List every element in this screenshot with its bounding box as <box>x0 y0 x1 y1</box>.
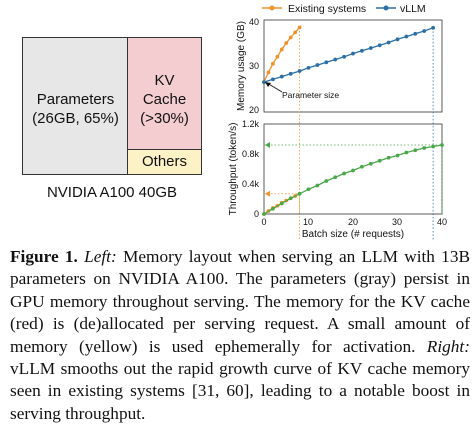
xtick-20: 20 <box>348 217 358 227</box>
throughput-series-1-point <box>413 148 418 153</box>
kv-detail: (>30%) <box>140 110 189 127</box>
kv-cache-block: KV Cache (>30%) <box>128 38 201 150</box>
memory-series-1-point <box>288 71 293 76</box>
memory-ylabel: Memory usage (GB) <box>236 21 247 111</box>
right-charts: Existing systems vLLM Memory usage (GB) … <box>228 3 447 240</box>
caption-text-right: vLLM smooths out the rapid growth curve … <box>10 359 470 423</box>
memory-series-1-point <box>422 29 427 33</box>
others-label: Others <box>141 153 187 170</box>
memory-series-1-point <box>351 51 355 56</box>
throughput-series-1-point <box>386 155 391 160</box>
memory-series-1-point <box>297 69 302 73</box>
memory-series-1-point <box>368 46 373 50</box>
throughput-yticks: 0 0.4k 0.8k 1.2k <box>242 119 260 219</box>
legend-existing-text: Existing systems <box>288 3 366 15</box>
throughput-series-1-point <box>262 212 266 216</box>
memory-series-0-point <box>293 30 298 35</box>
xtick-10: 10 <box>303 217 313 227</box>
memory-series-1-point <box>306 65 311 70</box>
legend-vllm-marker <box>383 5 389 11</box>
throughput-xticks: 0 10 20 30 40 <box>261 217 447 227</box>
memory-ytick-30: 30 <box>249 61 259 71</box>
throughput-series-1-point <box>422 146 427 150</box>
annotation-arrowhead <box>265 82 271 87</box>
throughput-ytick-0-8k: 0.8k <box>242 149 260 159</box>
throughput-series-1-point <box>324 179 329 183</box>
legend-vllm-text: vLLM <box>400 3 426 15</box>
chart-legend: Existing systems vLLM <box>262 3 426 15</box>
throughput-xlabel: Batch size (# requests) <box>302 229 404 240</box>
throughput-series-1-point <box>342 171 346 176</box>
memory-series-0-point <box>279 47 284 52</box>
throughput-series-1-point <box>306 187 311 192</box>
memory-series-1-point <box>413 31 418 36</box>
throughput-series-1-arrow <box>265 142 270 148</box>
throughput-series-1-point <box>288 196 293 201</box>
throughput-series-1-point <box>404 150 409 155</box>
throughput-series-1-point <box>297 191 302 196</box>
throughput-series-1-point <box>271 206 275 211</box>
memory-ytick-40: 40 <box>249 17 259 27</box>
legend-existing-marker <box>269 5 275 11</box>
memory-series-1-point <box>333 57 338 62</box>
memory-series-0-point <box>266 70 271 75</box>
throughput-ytick-1-2k: 1.2k <box>242 119 260 129</box>
memory-series-0-point <box>271 61 275 66</box>
memory-plot-frame <box>263 19 443 113</box>
parameters-detail: (26GB, 65%) <box>32 110 119 127</box>
throughput-series-1-point <box>395 153 400 158</box>
caption-text-left: Memory layout when serving an LLM with 1… <box>10 247 470 356</box>
caption-right-word: Right: <box>426 336 470 356</box>
throughput-series-1-point <box>431 144 435 149</box>
memory-series-1-point <box>262 80 266 84</box>
memory-yticks: 20 30 40 <box>249 17 259 115</box>
throughput-series-1-point <box>279 201 284 206</box>
throughput-series-0-arrow <box>265 190 270 197</box>
memory-series-0-point <box>288 35 293 40</box>
memory-series-1-point <box>360 48 364 53</box>
parameters-label: Parameters <box>36 91 115 108</box>
xtick-40: 40 <box>437 217 447 227</box>
throughput-series-1-point <box>360 164 364 169</box>
caption-left-word: Left: <box>84 247 117 266</box>
throughput-series-1-line <box>263 144 443 215</box>
memory-series-0-point <box>284 41 289 45</box>
parameters-block: Parameters (26GB, 65%) <box>23 38 128 174</box>
kv-label: KV <box>154 72 175 89</box>
xtick-0: 0 <box>261 217 266 227</box>
memory-series-1-point <box>271 77 275 82</box>
kv-label-cache: Cache <box>142 91 187 108</box>
memory-series-1-point <box>386 40 391 45</box>
throughput-series-1-point <box>377 158 382 163</box>
memory-series-1-point <box>377 43 382 48</box>
xtick-30: 30 <box>392 217 402 227</box>
annotation-text: Parameter size <box>282 90 339 100</box>
caption-label: Figure 1. <box>10 247 78 266</box>
throughput-series-1-point <box>351 168 355 173</box>
figure-caption: Figure 1. Left: Memory layout when servi… <box>10 246 470 425</box>
throughput-ytick-0: 0 <box>254 209 259 219</box>
memory-series-0-point <box>275 54 280 59</box>
memory-series-1-point <box>404 34 409 39</box>
throughput-series-1-point <box>333 175 338 180</box>
throughput-ytick-0-4k: 0.4k <box>242 179 260 189</box>
memory-ytick-20: 20 <box>249 105 259 115</box>
memory-plot <box>262 25 435 240</box>
memory-series-1-point <box>315 63 320 67</box>
memory-series-1-point <box>279 74 284 79</box>
gpu-label: NVIDIA A100 40GB <box>46 184 178 201</box>
throughput-ylabel: Throughput (token/s) <box>228 123 239 216</box>
memory-series-1-point <box>324 60 329 65</box>
parameter-size-annotation: Parameter size <box>265 82 339 100</box>
throughput-plot <box>262 142 444 216</box>
others-block: Others <box>128 150 201 174</box>
throughput-plot-frame <box>263 123 443 215</box>
throughput-series-1-point <box>368 161 373 166</box>
throughput-series-1-point <box>315 183 320 188</box>
memory-layout-figure: Parameters (26GB, 65%) KV Cache (>30%) O… <box>0 0 210 240</box>
memory-series-1-point <box>395 37 400 42</box>
memory-series-1-point <box>342 54 346 59</box>
memory-layout-box: Parameters (26GB, 65%) KV Cache (>30%) O… <box>22 37 202 175</box>
